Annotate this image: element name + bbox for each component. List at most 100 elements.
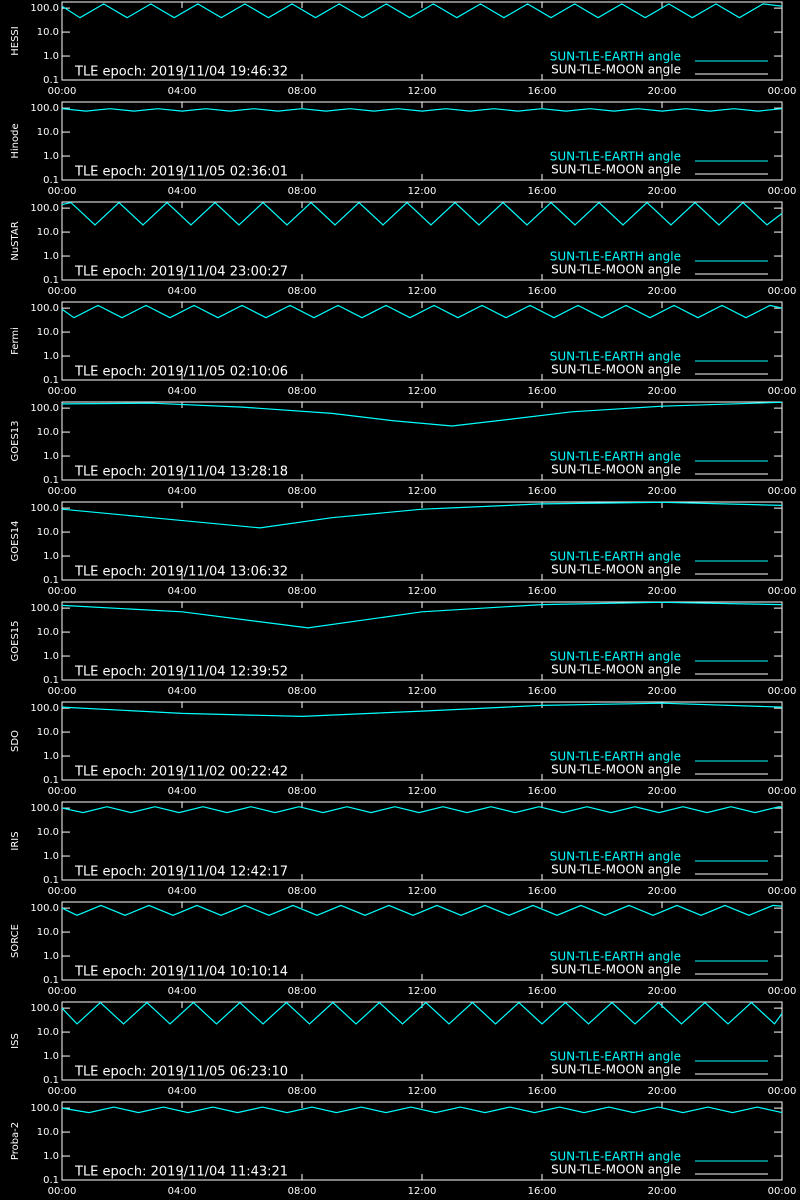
y-tick-label: 0.1 (43, 175, 59, 186)
x-tick-label: 00:00 (48, 486, 77, 497)
x-tick-label: 00:00 (768, 1086, 797, 1097)
x-tick-label: 00:00 (768, 786, 797, 797)
x-tick-label: 20:00 (648, 686, 677, 697)
annotation: TLE epoch: 2019/11/04 12:39:52 (74, 665, 288, 680)
y-tick-label: 100.0 (30, 503, 59, 514)
annotation: TLE epoch: 2019/11/04 23:00:27 (74, 265, 288, 280)
x-tick-label: 04:00 (168, 986, 197, 997)
x-tick-label: 00:00 (768, 986, 797, 997)
y-axis-label: NuSTAR (10, 221, 21, 260)
series-line (61, 1106, 783, 1114)
x-tick-label: 00:00 (768, 886, 797, 897)
legend-label: SUN-TLE-EARTH angle (550, 50, 681, 64)
y-tick-label: 100.0 (30, 303, 59, 314)
x-tick-label: 20:00 (648, 186, 677, 197)
y-tick-label: 0.1 (43, 475, 59, 486)
legend-label: SUN-TLE-MOON angle (551, 463, 681, 477)
y-tick-label: 100.0 (30, 603, 59, 614)
x-tick-label: 12:00 (408, 186, 437, 197)
series-line (61, 501, 783, 529)
y-axis-label: GOES14 (10, 520, 21, 561)
y-tick-label: 0.1 (43, 375, 59, 386)
legend-label: SUN-TLE-MOON angle (551, 963, 681, 977)
annotation: TLE epoch: 2019/11/04 10:10:14 (74, 965, 288, 980)
x-tick-label: 04:00 (168, 686, 197, 697)
x-tick-label: 08:00 (288, 986, 317, 997)
annotation: TLE epoch: 2019/11/04 12:42:17 (74, 865, 288, 880)
y-tick-label: 1.0 (43, 951, 59, 962)
x-tick-label: 04:00 (168, 86, 197, 97)
x-tick-label: 20:00 (648, 86, 677, 97)
annotation: TLE epoch: 2019/11/04 11:43:21 (74, 1165, 288, 1180)
y-tick-label: 10.0 (37, 827, 59, 838)
series-line (61, 904, 783, 916)
x-tick-label: 04:00 (168, 886, 197, 897)
y-tick-label: 1.0 (43, 851, 59, 862)
x-tick-label: 00:00 (48, 886, 77, 897)
y-tick-label: 10.0 (37, 727, 59, 738)
legend-label: SUN-TLE-EARTH angle (550, 450, 681, 464)
x-tick-label: 20:00 (648, 986, 677, 997)
x-tick-label: 08:00 (288, 486, 317, 497)
legend-label: SUN-TLE-EARTH angle (550, 1050, 681, 1064)
y-tick-label: 100.0 (30, 703, 59, 714)
y-tick-label: 1.0 (43, 451, 59, 462)
x-tick-label: 00:00 (48, 586, 77, 597)
x-tick-label: 00:00 (48, 386, 77, 397)
legend-label: SUN-TLE-EARTH angle (550, 350, 681, 364)
y-tick-label: 10.0 (37, 327, 59, 338)
x-tick-label: 20:00 (648, 286, 677, 297)
y-tick-label: 1.0 (43, 651, 59, 662)
x-tick-label: 04:00 (168, 786, 197, 797)
x-tick-label: 12:00 (408, 886, 437, 897)
legend-label: SUN-TLE-MOON angle (551, 1063, 681, 1077)
x-tick-label: 04:00 (168, 1186, 197, 1197)
x-tick-label: 00:00 (48, 1186, 77, 1197)
legend-label: SUN-TLE-MOON angle (551, 663, 681, 677)
x-tick-label: 00:00 (768, 186, 797, 197)
legend-label: SUN-TLE-MOON angle (551, 763, 681, 777)
y-tick-label: 100.0 (30, 803, 59, 814)
series-line (61, 601, 783, 629)
y-tick-label: 0.1 (43, 275, 59, 286)
x-tick-label: 08:00 (288, 1186, 317, 1197)
x-tick-label: 12:00 (408, 986, 437, 997)
x-tick-label: 00:00 (768, 586, 797, 597)
x-tick-label: 16:00 (528, 886, 557, 897)
x-tick-label: 00:00 (48, 686, 77, 697)
y-tick-label: 1.0 (43, 1151, 59, 1162)
y-axis-label: SORCE (10, 924, 21, 958)
legend-label: SUN-TLE-MOON angle (551, 363, 681, 377)
x-tick-label: 04:00 (168, 286, 197, 297)
x-tick-label: 12:00 (408, 486, 437, 497)
x-tick-label: 16:00 (528, 486, 557, 497)
x-tick-label: 16:00 (528, 386, 557, 397)
x-tick-label: 08:00 (288, 386, 317, 397)
x-tick-label: 00:00 (768, 686, 797, 697)
x-tick-label: 16:00 (528, 786, 557, 797)
annotation: TLE epoch: 2019/11/02 00:22:42 (74, 765, 288, 780)
y-axis-label: SDO (10, 730, 21, 752)
annotation: TLE epoch: 2019/11/04 13:06:32 (74, 565, 288, 580)
y-tick-label: 0.1 (43, 675, 59, 686)
x-tick-label: 12:00 (408, 86, 437, 97)
y-axis-label: ISS (10, 1033, 21, 1049)
y-tick-label: 10.0 (37, 1127, 59, 1138)
y-tick-label: 100.0 (30, 1003, 59, 1014)
y-tick-label: 100.0 (30, 3, 59, 14)
legend-label: SUN-TLE-EARTH angle (550, 250, 681, 264)
y-tick-label: 100.0 (30, 103, 59, 114)
x-tick-label: 08:00 (288, 686, 317, 697)
x-tick-label: 20:00 (648, 786, 677, 797)
x-tick-label: 08:00 (288, 186, 317, 197)
x-tick-label: 00:00 (48, 186, 77, 197)
legend-label: SUN-TLE-MOON angle (551, 1163, 681, 1177)
y-axis-label: Fermi (10, 327, 21, 355)
x-tick-label: 20:00 (648, 486, 677, 497)
x-tick-label: 00:00 (768, 386, 797, 397)
legend-label: SUN-TLE-EARTH angle (550, 1150, 681, 1164)
y-tick-label: 0.1 (43, 975, 59, 986)
x-tick-label: 16:00 (528, 586, 557, 597)
series-line (61, 108, 783, 112)
x-tick-label: 12:00 (408, 786, 437, 797)
